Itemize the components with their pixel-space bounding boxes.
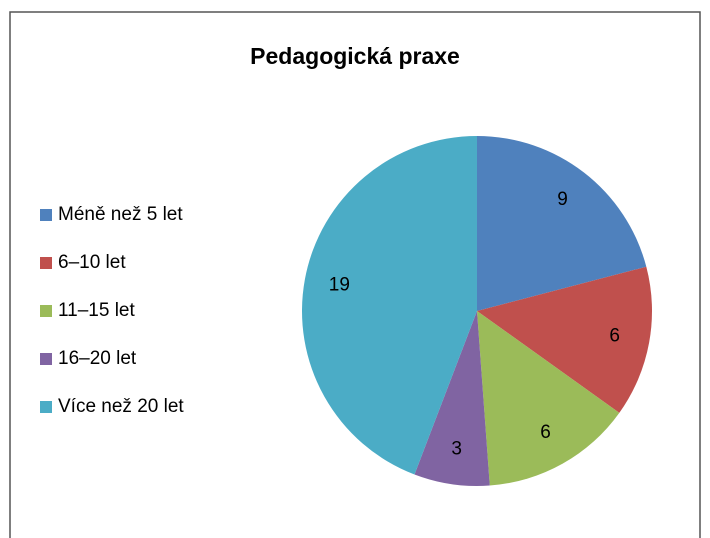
chart-title: Pedagogická praxe [250,43,460,69]
pie-slice [301,136,477,475]
data-label: 6 [540,422,551,443]
data-label: 9 [557,189,568,210]
legend-label: Více než 20 let [58,396,184,417]
legend-label: 16–20 let [58,348,137,369]
legend-label: Méně než 5 let [58,204,183,225]
pie-slice [477,311,620,486]
pie-slice [414,311,490,486]
pie-slice [477,136,647,311]
legend-label: 11–15 let [58,300,135,321]
legend-label: 6–10 let [58,252,126,273]
chart-frame [9,11,701,538]
legend-swatch [40,353,52,365]
legend-swatch [40,305,52,317]
pie-slice [477,266,652,413]
data-label: 6 [609,325,620,346]
legend-swatch [40,209,52,221]
data-label: 19 [329,275,350,296]
legend-swatch [40,257,52,269]
data-label: 3 [451,439,462,460]
legend-swatch [40,401,52,413]
